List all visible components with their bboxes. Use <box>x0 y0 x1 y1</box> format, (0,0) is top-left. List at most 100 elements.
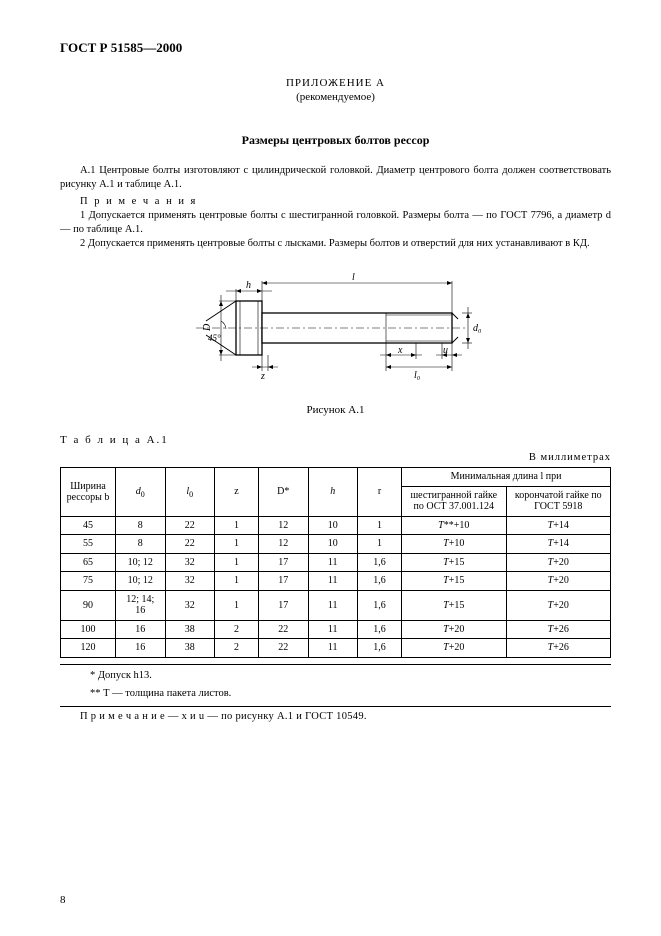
table-cell: 1,6 <box>358 590 402 620</box>
table-a1: Ширина рессоры b d0 l0 z D* h r Минималь… <box>60 467 611 658</box>
doc-code: ГОСТ Р 51585—2000 <box>60 40 611 56</box>
table-cell: 1 <box>215 572 259 591</box>
table-cell: 11 <box>308 553 358 572</box>
table-cell: 17 <box>259 590 309 620</box>
fig-label-h: h <box>246 280 251 291</box>
table-row: 7510; 1232117111,6T+15T+20 <box>61 572 611 591</box>
table-cell: T**+10 <box>402 516 507 535</box>
table-cell: 16 <box>116 639 166 658</box>
fig-label-u: u <box>443 345 448 356</box>
th-width-b: Ширина рессоры b <box>61 468 116 517</box>
para-a1: А.1 Центровые болты изготовляют с цилинд… <box>60 164 611 192</box>
fig-label-l0: l₀ <box>414 370 421 381</box>
table-cell: 11 <box>308 572 358 591</box>
table-cell: 100 <box>61 620 116 639</box>
th-crown: корончатой гайке по ГОСТ 5918 <box>506 486 611 516</box>
fig-label-45: 45° <box>208 333 221 343</box>
table-row: 6510; 1232117111,6T+15T+20 <box>61 553 611 572</box>
table-cell: 32 <box>165 572 215 591</box>
table-cell: 2 <box>215 620 259 639</box>
note-2: 2 Допускается применять центровые болты … <box>60 237 611 251</box>
table-cell: 11 <box>308 639 358 658</box>
table-cell: 22 <box>165 516 215 535</box>
table-row: 45822112101T**+10T+14 <box>61 516 611 535</box>
table-cell: 1,6 <box>358 572 402 591</box>
table-cell: 90 <box>61 590 116 620</box>
table-cell: 1 <box>215 590 259 620</box>
table-cell: 32 <box>165 553 215 572</box>
table-cell: 38 <box>165 620 215 639</box>
table-cell: T+10 <box>402 535 507 554</box>
th-l0: l0 <box>165 468 215 517</box>
th-z: z <box>215 468 259 517</box>
table-cell: T+14 <box>506 535 611 554</box>
fig-label-D: D <box>202 323 213 332</box>
note-1: 1 Допускается применять центровые болты … <box>60 209 611 237</box>
th-hex: шестигранной гайке по ОСТ 37.001.124 <box>402 486 507 516</box>
footnote-2: ** Т — толщина пакета листов. <box>90 687 611 701</box>
table-cell: 38 <box>165 639 215 658</box>
table-cell: 22 <box>259 620 309 639</box>
table-cell: 11 <box>308 590 358 620</box>
figure-a1: 45° h l <box>60 261 611 396</box>
appendix-title: ПРИЛОЖЕНИЕ А <box>60 76 611 90</box>
table-cell: 1,6 <box>358 553 402 572</box>
table-row: 1001638222111,6T+20T+26 <box>61 620 611 639</box>
table-cell: T+20 <box>402 620 507 639</box>
table-cell: 1 <box>358 535 402 554</box>
fig-label-l: l <box>352 272 355 283</box>
th-dstar: D* <box>259 468 309 517</box>
table-cell: T+26 <box>506 639 611 658</box>
section-title: Размеры центровых болтов рессор <box>60 133 611 148</box>
th-h: h <box>308 468 358 517</box>
table-cell: T+20 <box>506 553 611 572</box>
appendix-type: (рекомендуемое) <box>60 90 611 104</box>
table-row: 9012; 14; 1632117111,6T+15T+20 <box>61 590 611 620</box>
table-cell: 65 <box>61 553 116 572</box>
table-cell: 1,6 <box>358 620 402 639</box>
table-cell: 120 <box>61 639 116 658</box>
table-cell: T+15 <box>402 572 507 591</box>
table-cell: 1 <box>358 516 402 535</box>
table-cell: 8 <box>116 516 166 535</box>
table-cell: T+20 <box>402 639 507 658</box>
table-cell: 10; 12 <box>116 553 166 572</box>
table-cell: T+20 <box>506 572 611 591</box>
th-r: r <box>358 468 402 517</box>
th-minlen: Минимальная длина l при <box>402 468 611 487</box>
page-number: 8 <box>60 894 66 906</box>
table-cell: 10 <box>308 516 358 535</box>
table-cell: 55 <box>61 535 116 554</box>
divider <box>60 664 611 665</box>
table-cell: 17 <box>259 572 309 591</box>
table-cell: 12 <box>259 516 309 535</box>
table-cell: 12; 14; 16 <box>116 590 166 620</box>
table-units: В миллиметрах <box>60 452 611 463</box>
table-row: 55822112101T+10T+14 <box>61 535 611 554</box>
table-cell: 8 <box>116 535 166 554</box>
table-cell: 17 <box>259 553 309 572</box>
fig-label-z: z <box>260 371 265 382</box>
table-cell: T+20 <box>506 590 611 620</box>
figure-caption: Рисунок А.1 <box>60 404 611 416</box>
table-cell: 10 <box>308 535 358 554</box>
table-row: Ширина рессоры b d0 l0 z D* h r Минималь… <box>61 468 611 487</box>
table-cell: T+15 <box>402 553 507 572</box>
table-cell: 1,6 <box>358 639 402 658</box>
divider <box>60 706 611 707</box>
table-cell: 1 <box>215 535 259 554</box>
notes-label: П р и м е ч а н и я <box>60 196 611 207</box>
footnote-1: * Допуск h13. <box>90 669 611 683</box>
table-cell: 22 <box>165 535 215 554</box>
table-label: Т а б л и ц а А.1 <box>60 434 611 446</box>
table-cell: T+14 <box>506 516 611 535</box>
table-cell: 12 <box>259 535 309 554</box>
fig-label-d0: d₀ <box>473 323 482 334</box>
th-d0: d0 <box>116 468 166 517</box>
table-cell: 16 <box>116 620 166 639</box>
table-cell: 75 <box>61 572 116 591</box>
table-cell: 22 <box>259 639 309 658</box>
table-row: 1201638222111,6T+20T+26 <box>61 639 611 658</box>
table-cell: 2 <box>215 639 259 658</box>
table-cell: 10; 12 <box>116 572 166 591</box>
